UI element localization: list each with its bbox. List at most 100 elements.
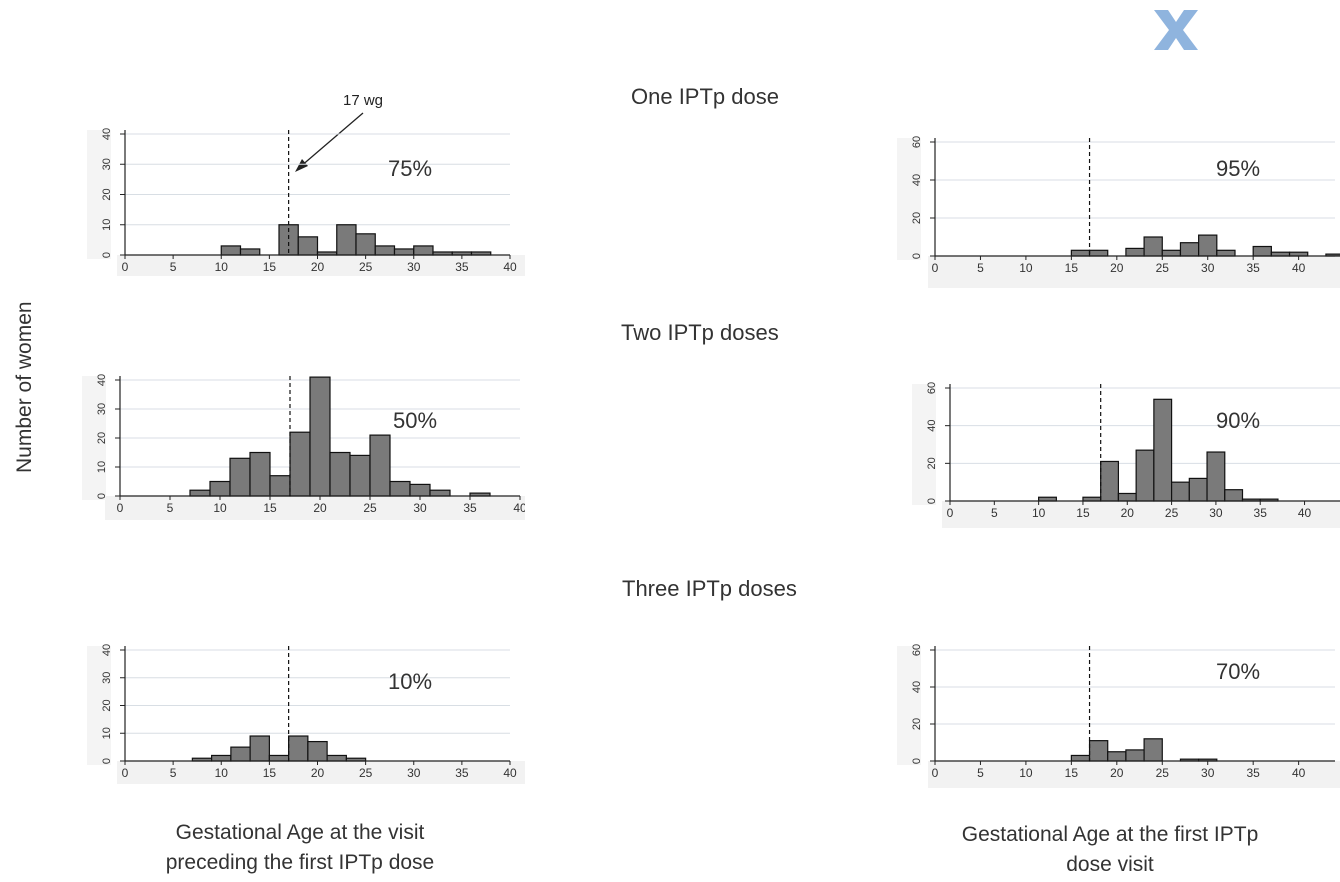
y-tick-label: 0: [911, 253, 923, 259]
tick-label-strip: [942, 501, 1340, 528]
y-tick-label: 20: [911, 212, 923, 224]
histogram-three-doses-preceding: 0 10 20 30 40 0 5 10 15 20 25 30 35 40 10%: [87, 644, 525, 784]
x-tick-label: 10: [1019, 766, 1033, 780]
histogram-bar: [307, 740, 328, 762]
histogram-bar: [209, 480, 231, 497]
x-axis-label-right-line2: dose visit: [1066, 853, 1154, 876]
x-tick-label: 10: [1019, 261, 1033, 275]
x-tick-label: 35: [1247, 261, 1261, 275]
tick-label-strip: [928, 761, 1340, 788]
x-axis-label-left-line1: Gestational Age at the visit: [175, 821, 425, 844]
x-tick-label: 20: [1110, 261, 1124, 275]
y-tick-label: 60: [926, 382, 938, 394]
x-tick-label: 40: [503, 260, 517, 274]
histogram-one-dose-first: 0 20 40 60 0 5 10 15 20 25 30 35 40 95%: [897, 136, 1340, 288]
histogram-bar: [239, 248, 261, 256]
y-tick-label: 60: [911, 136, 923, 148]
tick-label-strip: [117, 255, 525, 276]
y-tick-label: 10: [101, 219, 113, 231]
x-tick-label: 5: [991, 506, 998, 520]
histogram-bar: [1216, 249, 1236, 257]
x-tick-label: 0: [122, 766, 129, 780]
histogram-bar: [1135, 449, 1155, 502]
histogram-bar: [230, 746, 251, 762]
histogram-bar: [189, 489, 211, 497]
histogram-bar: [349, 454, 371, 497]
histogram-bar: [1179, 242, 1200, 257]
histogram-bar: [220, 245, 242, 256]
percent-label: 90%: [1216, 408, 1260, 433]
y-tick-label: 0: [96, 493, 108, 499]
histogram-bar: [355, 233, 376, 256]
histogram-bar: [1125, 247, 1145, 257]
y-tick-label: 40: [911, 681, 923, 693]
cutoff-annotation-arrow: [295, 112, 364, 172]
x-tick-label: 30: [407, 766, 421, 780]
y-tick-label: 20: [101, 699, 113, 711]
x-tick-label: 15: [263, 260, 277, 274]
histogram-bar: [1088, 740, 1109, 762]
x-tick-label: 10: [215, 766, 229, 780]
tick-label-strip: [117, 761, 525, 784]
x-tick-label: 40: [1292, 766, 1306, 780]
percent-label: 50%: [393, 408, 437, 433]
y-tick-label: 40: [101, 128, 113, 140]
histogram-bar: [1252, 245, 1272, 257]
x-tick-label: 25: [359, 766, 373, 780]
histogram-bar: [297, 236, 319, 256]
histogram-three-doses-first: 0 20 40 60 0 5 10 15 20 25 30 35 40 70%: [897, 644, 1340, 788]
x-tick-label: 35: [455, 260, 469, 274]
y-tick-label: 40: [926, 420, 938, 432]
histogram-one-dose-preceding: 0 10 20 30 40 0 5 10 15 20 25 30 35 40 75%: [87, 128, 525, 276]
histogram-bar: [1070, 249, 1091, 257]
section-title-one-dose: One IPTp dose: [631, 84, 779, 109]
y-tick-label: 20: [911, 718, 923, 730]
x-tick-label: 0: [932, 261, 939, 275]
y-tick-label: 10: [96, 461, 108, 473]
histogram-bar: [374, 245, 396, 256]
x-tick-label: 10: [213, 501, 227, 515]
x-tick-label: 5: [977, 261, 984, 275]
x-tick-label: 5: [170, 766, 177, 780]
histogram-bar: [393, 248, 415, 256]
y-tick-strip: [87, 130, 111, 259]
histogram-two-doses-preceding: 0 10 20 30 40 0 5 10 15 20 25 30 35 40 50%: [82, 374, 525, 520]
histogram-bar: [369, 434, 391, 497]
x-tick-label: 15: [1065, 766, 1079, 780]
histogram-bar: [229, 457, 251, 497]
y-axis-label: Number of women: [13, 301, 36, 473]
histogram-bar: [1117, 492, 1137, 502]
x-tick-label: 10: [215, 260, 229, 274]
x-tick-label: 40: [1298, 506, 1312, 520]
x-tick-label: 0: [122, 260, 129, 274]
x-tick-label: 5: [170, 260, 177, 274]
x-tick-label: 15: [1065, 261, 1079, 275]
cutoff-annotation-label: 17 wg: [343, 92, 384, 109]
x-tick-label: 0: [117, 501, 124, 515]
histogram-bar: [429, 489, 451, 497]
histogram-bar: [1143, 738, 1163, 762]
x-tick-label: 5: [167, 501, 174, 515]
y-tick-strip: [87, 646, 111, 765]
x-tick-label: 30: [407, 260, 421, 274]
histogram-bar: [1224, 489, 1244, 502]
x-tick-label: 30: [1209, 506, 1223, 520]
histogram-bar: [409, 483, 431, 497]
x-tick-label: 20: [311, 260, 325, 274]
percent-label: 95%: [1216, 156, 1260, 181]
x-tick-label: 30: [1201, 261, 1215, 275]
y-tick-label: 40: [96, 374, 108, 386]
histogram-bar: [1161, 249, 1182, 257]
x-tick-label: 5: [977, 766, 984, 780]
x-tick-label: 40: [513, 501, 525, 515]
x-tick-label: 0: [932, 766, 939, 780]
histogram-bar: [1170, 481, 1190, 502]
histogram-bar: [1143, 236, 1163, 257]
x-tick-label: 0: [947, 506, 954, 520]
y-tick-label: 20: [926, 457, 938, 469]
histogram-bar: [389, 480, 411, 497]
y-tick-strip: [82, 376, 106, 500]
y-tick-label: 40: [911, 174, 923, 186]
x-tick-label: 35: [463, 501, 477, 515]
histogram-bar: [1107, 751, 1127, 762]
